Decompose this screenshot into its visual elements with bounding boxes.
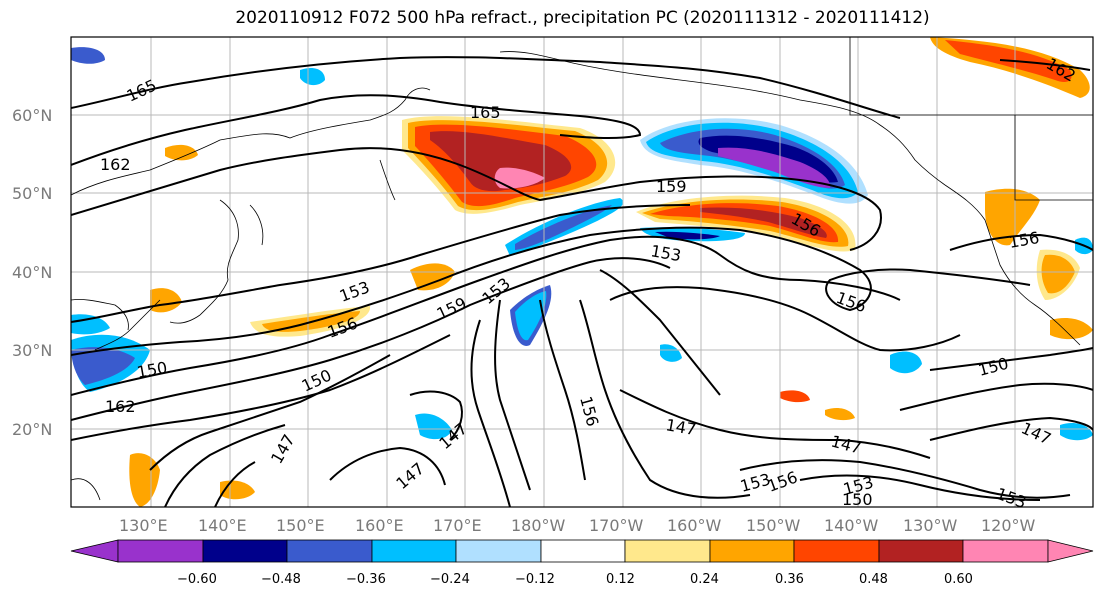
contour-labels: 165 165 162 162 159 159 156 156 156 156 …	[100, 54, 1079, 512]
lon-label: 180°W	[511, 516, 566, 535]
contour-label: 147	[267, 431, 299, 467]
colorbar-tick-label: −0.12	[515, 572, 555, 587]
lon-label: 160°W	[667, 516, 722, 535]
contour-label: 165	[470, 103, 501, 122]
lon-label: 140°W	[824, 516, 879, 535]
colorbar-swatch	[540, 539, 626, 563]
colorbar-swatch	[117, 539, 204, 563]
lon-label: 140°E	[198, 516, 247, 535]
lon-label: 150°W	[746, 516, 801, 535]
contour-label: 147	[664, 415, 697, 439]
lon-label: 160°E	[355, 516, 404, 535]
colorbar-swatch	[962, 539, 1049, 563]
contour-label: 159	[656, 177, 687, 196]
contour-label: 153	[337, 277, 372, 305]
lat-label: 20°N	[12, 420, 53, 439]
colorbar-tick-label: −0.48	[261, 572, 301, 587]
map-gridlines	[71, 37, 1093, 507]
contour-label: 165	[124, 75, 160, 105]
colorbar	[70, 539, 1094, 563]
lon-label: 170°E	[433, 516, 482, 535]
negative-anomaly-gulf-of-alaska	[640, 118, 868, 204]
positive-anomaly-nw-pacific	[402, 116, 616, 214]
lat-label: 30°N	[12, 341, 53, 360]
contour-label: 156	[834, 288, 869, 316]
colorbar-tick-label: −0.24	[430, 572, 470, 587]
colorbar-swatch	[455, 539, 542, 563]
colorbar-swatch	[286, 539, 373, 563]
contour-label: 162	[100, 155, 131, 174]
map-title: 2020110912 F072 500 hPa refract., precip…	[235, 8, 930, 28]
colorbar-swatch	[202, 539, 288, 563]
lat-label: 40°N	[12, 263, 53, 282]
colorbar-tick-label: 0.24	[690, 572, 719, 587]
colorbar-swatch	[709, 539, 795, 563]
lon-label: 120°W	[981, 516, 1036, 535]
colorbar-swatch	[878, 539, 964, 563]
contour-label: 147	[1018, 418, 1054, 448]
colorbar-tick-label: 0.36	[775, 572, 804, 587]
lon-label: 130°E	[119, 516, 168, 535]
contour-label: 150	[135, 358, 168, 382]
lat-label: 60°N	[12, 106, 53, 125]
contour-label: 153	[994, 484, 1029, 512]
contour-label: 150	[842, 490, 873, 509]
colorbar-tick-label: 0.48	[859, 572, 888, 587]
lon-label: 130°W	[903, 516, 958, 535]
contour-label: 147	[392, 459, 428, 493]
contour-label: 156	[1007, 228, 1040, 252]
colorbar-swatch	[70, 539, 119, 563]
colorbar-swatch	[624, 539, 711, 563]
refractivity-contours	[71, 56, 1093, 507]
lon-label: 170°W	[589, 516, 644, 535]
colorbar-swatch	[1047, 539, 1094, 563]
contour-label: 156	[765, 467, 800, 495]
contour-label: 150	[976, 354, 1010, 380]
colorbar-tick-label: 0.60	[944, 572, 973, 587]
colorbar-tick-label: −0.36	[346, 572, 386, 587]
colorbar-tick-label: −0.60	[177, 572, 217, 587]
lon-label: 150°E	[276, 516, 325, 535]
coastlines	[71, 37, 1093, 501]
contour-label: 162	[105, 397, 136, 416]
contour-label: 159	[434, 293, 470, 323]
lat-label: 50°N	[12, 184, 53, 203]
positive-anomaly-east-pacific	[636, 195, 856, 252]
map-frame	[70, 36, 1094, 508]
colorbar-swatch	[371, 539, 457, 563]
colorbar-tick-label: 0.12	[606, 572, 635, 587]
colorbar-swatch	[793, 539, 880, 563]
contour-label: 156	[576, 394, 602, 428]
